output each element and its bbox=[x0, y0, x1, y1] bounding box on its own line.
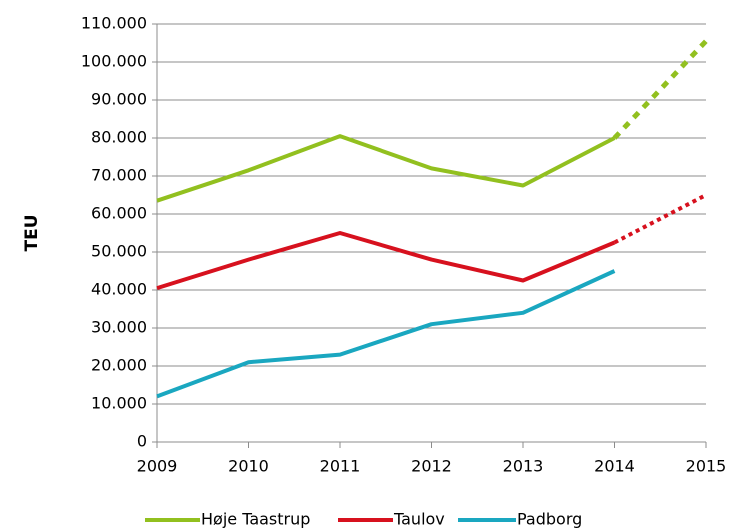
legend-label: Høje Taastrup bbox=[201, 510, 310, 529]
y-tick-label: 80.000 bbox=[91, 128, 147, 147]
y-tick-label: 20.000 bbox=[91, 356, 147, 375]
x-tick-label: 2012 bbox=[411, 457, 452, 476]
y-tick-label: 60.000 bbox=[91, 204, 147, 223]
x-tick-label: 2010 bbox=[228, 457, 269, 476]
y-tick-label: 110.000 bbox=[81, 14, 147, 33]
x-tick-label: 2009 bbox=[137, 457, 178, 476]
x-tick-label: 2015 bbox=[686, 457, 727, 476]
series-forecast-line bbox=[612, 39, 708, 140]
y-tick-label: 90.000 bbox=[91, 90, 147, 109]
series-forecast-line bbox=[613, 193, 707, 245]
y-axis-label: TEU bbox=[22, 214, 42, 251]
y-tick-label: 10.000 bbox=[91, 394, 147, 413]
y-tick-label: 100.000 bbox=[81, 52, 147, 71]
y-tick-label: 40.000 bbox=[91, 280, 147, 299]
legend-label: Padborg bbox=[517, 510, 582, 529]
y-tick-label: 70.000 bbox=[91, 166, 147, 185]
y-tick-label: 0 bbox=[137, 432, 147, 451]
series-line bbox=[156, 134, 616, 203]
series-line bbox=[156, 269, 616, 399]
x-tick-label: 2013 bbox=[503, 457, 544, 476]
legend-label: Taulov bbox=[393, 510, 445, 529]
series-line bbox=[156, 231, 616, 291]
y-tick-label: 30.000 bbox=[91, 318, 147, 337]
y-tick-label: 50.000 bbox=[91, 242, 147, 261]
x-tick-label: 2011 bbox=[320, 457, 361, 476]
x-tick-label: 2014 bbox=[594, 457, 635, 476]
